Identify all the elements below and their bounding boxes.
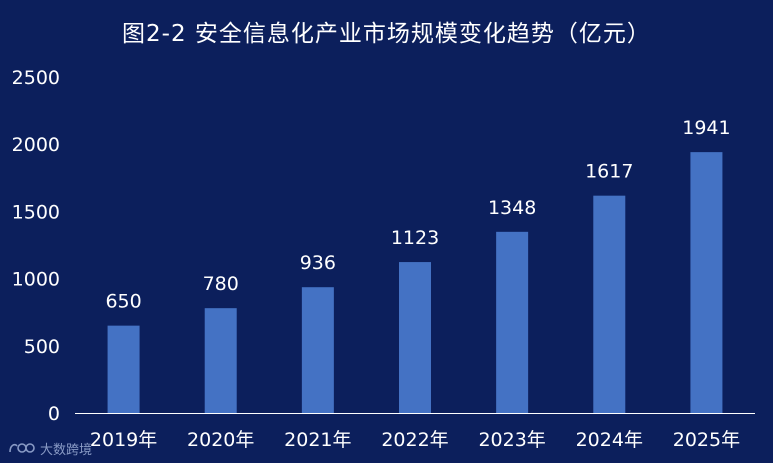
bar [496,231,529,413]
bars [107,152,723,414]
watermark-text: 大数跨境 [40,442,93,458]
y-axis-ticks: 0 500 1000 1500 2000 2500 [12,67,60,425]
x-tick-label: 2019年 [90,429,157,451]
bar-value-label: 780 [203,273,239,295]
x-tick-label: 2021年 [284,429,351,451]
x-tick-label: 2024年 [576,429,643,451]
bar-value-label: 936 [300,252,336,274]
x-tick-label: 2023年 [478,429,545,451]
bar [593,195,626,413]
x-tick-label: 2020年 [187,429,254,451]
x-tick-label: 2022年 [381,429,448,451]
y-tick-label: 1500 [12,201,60,223]
bar [107,325,140,413]
value-labels: 650 780 936 1123 1348 1617 1941 [105,117,730,313]
chart-title: 图2-2 安全信息化产业市场规模变化趋势（亿元） [122,21,651,47]
y-tick-label: 0 [48,403,60,425]
y-tick-label: 500 [24,336,60,358]
bar [204,308,237,413]
bar-value-label: 1941 [682,117,730,139]
bar-value-label: 1617 [585,161,633,183]
watermark-logo-icon [9,443,35,453]
bar-value-label: 1123 [391,227,439,249]
bar [301,287,334,413]
y-tick-label: 2500 [12,67,60,89]
watermark: 大数跨境 [8,438,92,458]
bar [399,262,431,413]
y-tick-label: 2000 [12,134,60,156]
x-tick-label: 2025年 [673,429,740,451]
bar-value-label: 650 [105,291,141,313]
y-tick-label: 1000 [12,269,60,291]
x-axis-labels: 2019年 2020年 2021年 2022年 2023年 2024年 2025年 [90,429,740,451]
bar [690,152,723,414]
bar-value-label: 1348 [488,197,536,219]
